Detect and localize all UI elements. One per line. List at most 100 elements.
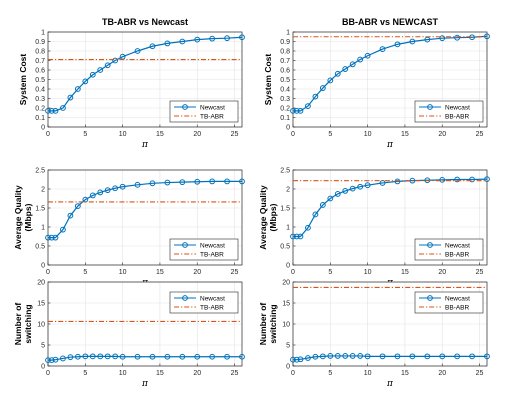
y-tick-label: 0.5 xyxy=(35,77,45,84)
legend: Newcast BB-ABR xyxy=(414,291,484,314)
data-point xyxy=(293,356,300,363)
x-tick-label: 0 xyxy=(291,269,295,276)
data-point xyxy=(439,35,446,42)
x-tick-label: 0 xyxy=(291,131,295,138)
data-point xyxy=(379,353,386,360)
data-point xyxy=(312,93,319,100)
y-tick-label: 1 xyxy=(286,224,290,231)
y-axis-label: Number of xyxy=(258,303,268,346)
chart-panel: 00.511.522.50510152025NewcastTB-ABRπAver… xyxy=(13,167,245,288)
y-tick-label: 2.5 xyxy=(280,167,290,174)
data-point xyxy=(334,70,341,77)
x-tick-label: 15 xyxy=(156,269,164,276)
data-point xyxy=(48,107,55,114)
data-point xyxy=(104,353,111,360)
y-tick-label: 0.1 xyxy=(35,115,45,122)
data-point xyxy=(239,353,245,360)
y-tick-label: 0.8 xyxy=(280,48,290,55)
data-point xyxy=(239,178,245,185)
data-point xyxy=(224,35,230,42)
data-point xyxy=(97,67,104,73)
data-point xyxy=(209,353,216,360)
data-point xyxy=(89,353,96,360)
data-point xyxy=(134,48,141,54)
x-tick-label: 5 xyxy=(328,269,332,276)
data-point xyxy=(134,181,141,188)
x-tick-label: 20 xyxy=(193,269,201,276)
data-point xyxy=(179,179,186,186)
data-point xyxy=(297,356,304,363)
data-point xyxy=(112,57,119,64)
data-point xyxy=(164,353,171,360)
x-tick-label: 10 xyxy=(364,131,372,138)
y-tick-label: 0.7 xyxy=(35,58,45,65)
data-point xyxy=(224,178,230,185)
y-tick-label: 15 xyxy=(282,300,290,307)
legend-label: Newcast xyxy=(445,242,470,249)
x-tick-label: 20 xyxy=(438,370,446,377)
legend-marker xyxy=(182,242,188,248)
legend: Newcast BB-ABR xyxy=(414,100,484,123)
data-point xyxy=(67,94,74,101)
y-tick-label: 20 xyxy=(37,279,45,286)
legend-label: BB-ABR xyxy=(445,113,470,120)
data-point xyxy=(349,185,356,192)
data-point xyxy=(312,353,319,360)
y-axis-label: Average Quality xyxy=(258,185,268,250)
data-point xyxy=(379,46,386,52)
data-point xyxy=(293,107,300,114)
y-tick-label: 0.2 xyxy=(35,105,45,112)
legend-label: Newcast xyxy=(200,242,225,249)
y-tick-label: 2 xyxy=(286,186,290,193)
data-point xyxy=(469,353,475,360)
x-tick-label: 0 xyxy=(46,269,50,276)
data-point xyxy=(312,211,319,218)
data-point xyxy=(45,357,51,364)
y-tick-label: 15 xyxy=(37,300,45,307)
y-tick-label: 0.4 xyxy=(280,86,290,93)
y-tick-label: 20 xyxy=(282,279,290,286)
axes-frame xyxy=(292,31,488,128)
data-point xyxy=(349,353,356,359)
x-tick-label: 10 xyxy=(119,131,127,138)
y-tick-label: 0 xyxy=(286,124,290,131)
legend-marker xyxy=(427,295,433,301)
x-tick-label: 20 xyxy=(193,370,201,377)
y-tick-label: 1.5 xyxy=(280,205,290,212)
data-point xyxy=(239,34,245,41)
y-axis-label: System Cost xyxy=(18,54,28,106)
data-point xyxy=(74,86,81,92)
x-tick-label: 25 xyxy=(476,131,484,138)
y-tick-label: 0.3 xyxy=(35,96,45,103)
y-tick-label: 1 xyxy=(41,224,45,231)
x-tick-label: 10 xyxy=(119,370,127,377)
data-point xyxy=(149,353,156,360)
legend-label: BB-ABR xyxy=(445,251,470,258)
y-tick-label: 0.1 xyxy=(280,115,290,122)
data-point xyxy=(52,107,59,114)
x-tick-label: 25 xyxy=(476,370,484,377)
x-tick-label: 5 xyxy=(83,370,87,377)
data-point xyxy=(454,353,461,360)
data-point xyxy=(439,353,446,360)
data-point xyxy=(394,41,401,48)
y-tick-label: 0.5 xyxy=(280,243,290,250)
x-axis-label: π xyxy=(386,379,394,389)
x-axis-label: π xyxy=(141,140,149,150)
data-point xyxy=(424,353,431,360)
legend-label: Newcast xyxy=(445,104,470,111)
y-tick-label: 10 xyxy=(37,321,45,328)
y-tick-label: 0 xyxy=(41,363,45,370)
data-point xyxy=(349,61,356,68)
y-tick-label: 0.6 xyxy=(35,67,45,74)
x-tick-label: 15 xyxy=(156,131,164,138)
chart-panel: 0 5 10 15 20 0 5 10 15 20 25 Newcast TB-ABR π Number o… xyxy=(13,279,245,389)
x-tick-label: 25 xyxy=(231,370,239,377)
y-tick-label: 0.7 xyxy=(280,58,290,65)
x-axis-label: π xyxy=(141,379,149,389)
legend-marker xyxy=(427,104,433,110)
data-point xyxy=(194,353,201,360)
data-point xyxy=(319,353,326,360)
data-point xyxy=(112,353,119,360)
data-point xyxy=(194,178,201,185)
